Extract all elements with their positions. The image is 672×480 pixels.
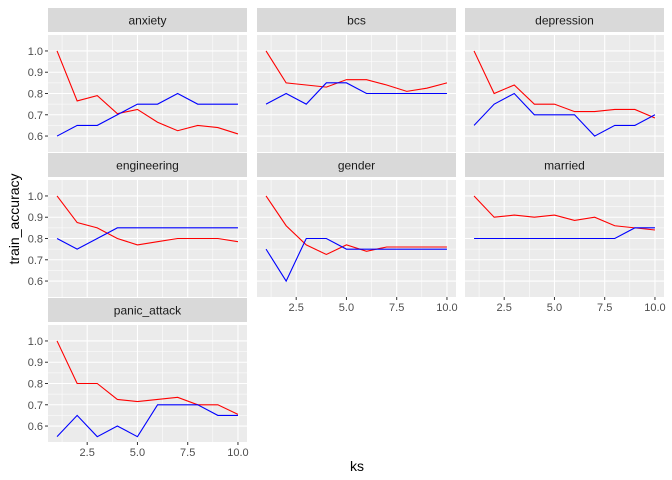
- y-tick-label: 1.0: [28, 191, 43, 203]
- facet-strip: [48, 298, 247, 322]
- y-tick-label: 1.0: [28, 46, 43, 58]
- facet-strip: [257, 8, 456, 32]
- x-tick-label: 10.0: [644, 302, 665, 314]
- x-tick-label: 7.5: [597, 302, 612, 314]
- y-tick-label: 0.7: [28, 255, 43, 267]
- y-tick-label: 0.6: [28, 131, 43, 143]
- x-tick-label: 7.5: [389, 302, 404, 314]
- blue-series-line: [56, 404, 238, 438]
- facet-strip: [257, 153, 456, 177]
- facet-depression: depression: [465, 8, 664, 152]
- x-tick-label: 7.5: [180, 447, 195, 459]
- facet-engineering: engineering 0.6 0.7 0.8 0.9 1.0: [28, 153, 247, 297]
- blue-series-line: [265, 82, 447, 105]
- blue-series-line: [56, 92, 238, 137]
- y-tick-label: 0.6: [28, 276, 43, 288]
- facet-panels: anxiety 0.6 0.7 0.8 0.9 1.0 bcs depression engin…: [28, 8, 666, 459]
- facet-anxiety: anxiety 0.6 0.7 0.8 0.9 1.0: [28, 8, 247, 152]
- y-tick-label: 0.9: [28, 67, 43, 79]
- facet-married: married 2.5 5.0 7.5 10.0: [465, 153, 666, 314]
- y-tick-label: 0.8: [28, 89, 43, 101]
- y-tick-label: 0.7: [28, 400, 43, 412]
- blue-series-line: [474, 227, 655, 240]
- x-tick-label: 2.5: [497, 302, 512, 314]
- y-axis-title: train_accuracy: [6, 173, 22, 264]
- facet-label: depression: [535, 14, 594, 28]
- x-tick-label: 10.0: [436, 302, 457, 314]
- blue-series-line: [56, 227, 238, 250]
- red-series-line: [265, 50, 448, 92]
- facet-label: panic_attack: [114, 304, 182, 318]
- red-series-line: [56, 340, 239, 415]
- y-tick-label: 0.7: [28, 110, 43, 122]
- blue-series-line: [265, 237, 447, 283]
- red-series-line: [473, 50, 656, 119]
- x-tick-label: 5.0: [130, 447, 145, 459]
- facet-gender: gender 2.5 5.0 7.5 10.0: [257, 153, 458, 314]
- facet-panic-attack: panic_attack 0.6 0.7 0.8 0.9 1.0 2.5 5.0 7.5 10.0: [28, 298, 249, 459]
- facet-label: engineering: [116, 159, 179, 173]
- x-tick-label: 2.5: [289, 302, 304, 314]
- facet-label: bcs: [347, 14, 366, 28]
- x-tick-label: 2.5: [80, 447, 95, 459]
- x-tick-label: 10.0: [227, 447, 248, 459]
- y-tick-label: 0.8: [28, 379, 43, 391]
- x-tick-label: 5.0: [339, 302, 354, 314]
- y-tick-label: 0.6: [28, 421, 43, 433]
- facet-strip: [48, 153, 247, 177]
- y-tick-label: 0.8: [28, 234, 43, 246]
- facet-label: anxiety: [128, 14, 166, 28]
- facet-strip: [48, 8, 247, 32]
- facet-strip: [465, 8, 664, 32]
- blue-series-line: [473, 92, 656, 137]
- y-tick-label: 1.0: [28, 336, 43, 348]
- red-series-line: [265, 195, 447, 256]
- facet-label: married: [544, 159, 585, 173]
- x-axis-title: ks: [350, 458, 364, 474]
- facet-label: gender: [338, 159, 375, 173]
- y-tick-label: 0.9: [28, 212, 43, 224]
- facet-strip: [465, 153, 664, 177]
- red-series-line: [56, 50, 239, 135]
- x-tick-label: 5.0: [547, 302, 562, 314]
- facet-bcs: bcs: [257, 8, 456, 152]
- y-tick-label: 0.9: [28, 357, 43, 369]
- red-series-line: [473, 195, 656, 231]
- red-series-line: [56, 195, 239, 246]
